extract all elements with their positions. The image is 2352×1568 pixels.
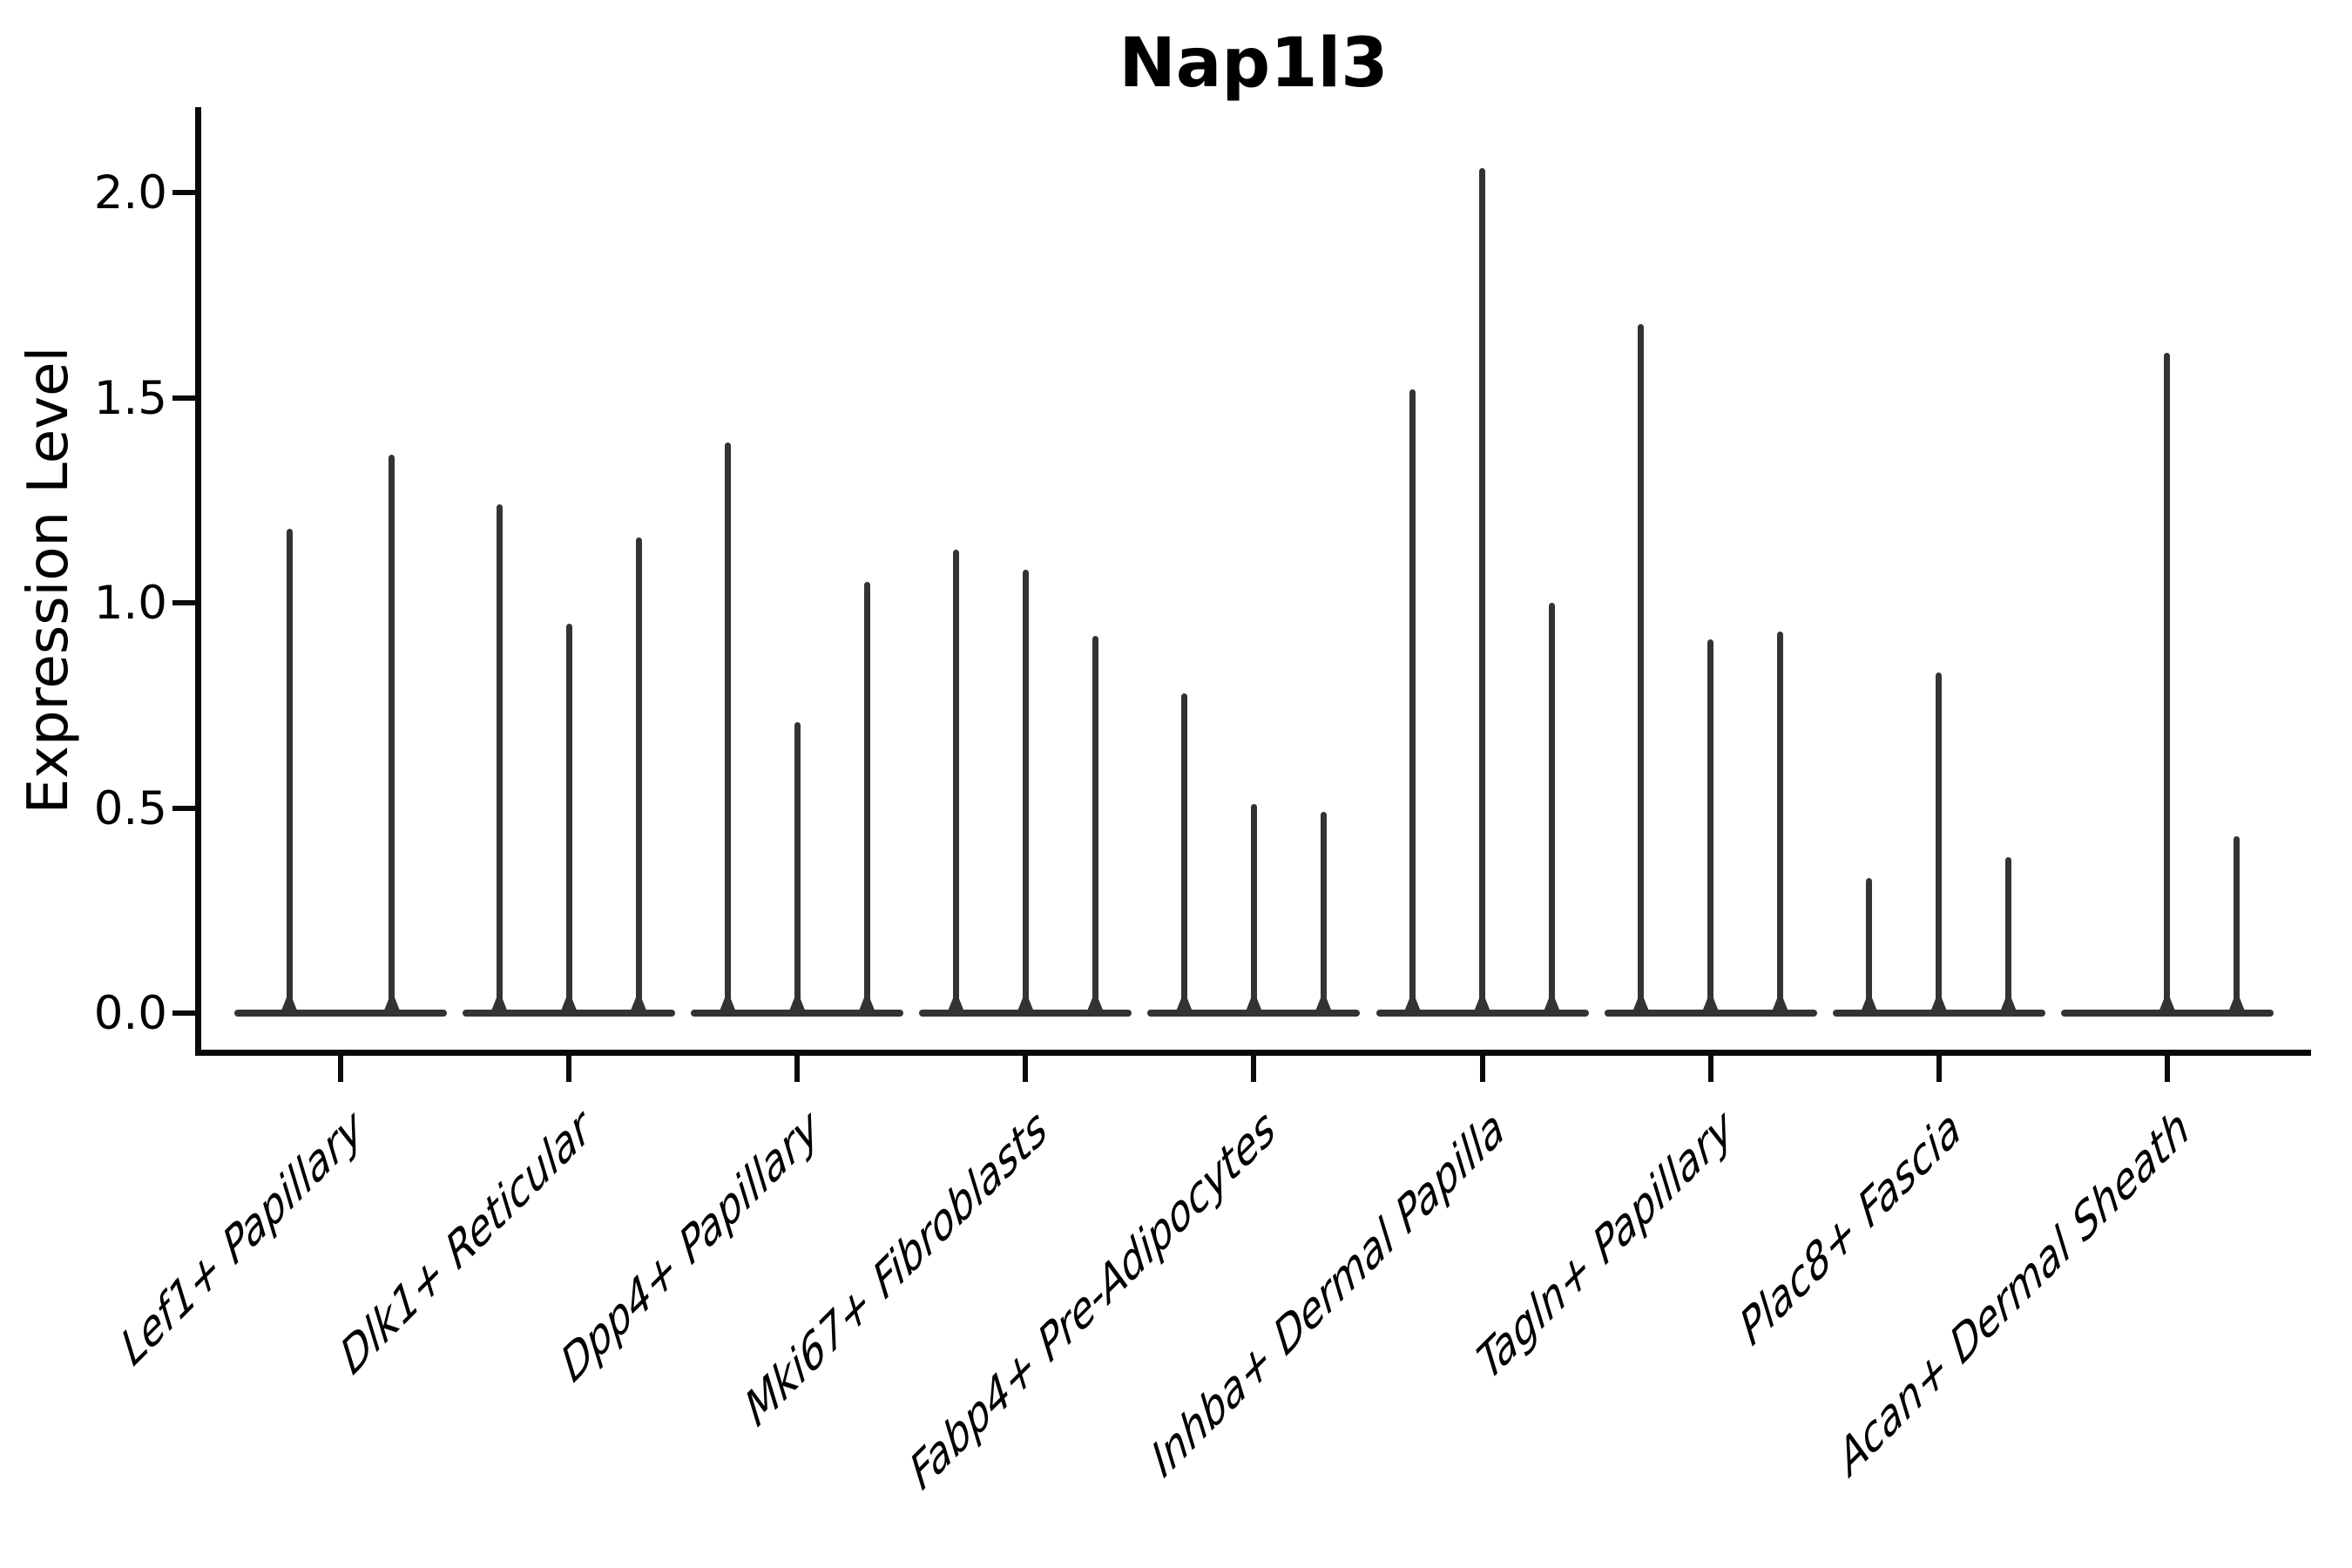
- violin-spike: [635, 537, 642, 1013]
- x-tick-label: Dlk1+ Reticular: [336, 1093, 595, 1390]
- violin-spike: [863, 582, 870, 1013]
- x-tick-mark: [1251, 1056, 1257, 1082]
- violin-spike: [1409, 389, 1416, 1013]
- x-tick-label: Fabp4+ Pre-Adipocytes: [906, 1093, 1281, 1505]
- y-tick-mark: [172, 1010, 197, 1016]
- x-tick-label: Lef1+ Papillary: [117, 1093, 367, 1382]
- violin-spike: [1092, 635, 1098, 1013]
- violin-spike: [1548, 603, 1555, 1013]
- x-tick-mark: [1023, 1056, 1029, 1082]
- violin-spike: [2005, 857, 2012, 1013]
- violin-spike: [2234, 836, 2240, 1013]
- y-tick-mark: [172, 600, 197, 605]
- violin-spike: [1638, 323, 1645, 1013]
- y-tick-label: 1.5: [93, 371, 167, 425]
- x-tick-label: Plac8+ Fascia: [1735, 1093, 1965, 1362]
- violin-spike: [565, 623, 572, 1013]
- violin-spike: [1022, 570, 1029, 1013]
- violin-baseline: [234, 1010, 447, 1017]
- x-tick-mark: [566, 1056, 572, 1082]
- violin-spike: [496, 504, 503, 1013]
- violin-spike: [724, 443, 731, 1013]
- violin-spike: [2164, 352, 2171, 1013]
- x-tick-mark: [1936, 1056, 1942, 1082]
- x-tick-mark: [1479, 1056, 1485, 1082]
- y-tick-mark: [172, 395, 197, 401]
- y-tick-label: 1.0: [93, 577, 167, 630]
- y-tick-label: 0.5: [93, 781, 167, 835]
- x-tick-mark: [1707, 1056, 1713, 1082]
- x-tick-mark: [794, 1056, 801, 1082]
- y-axis-spine: [195, 107, 201, 1056]
- x-tick-mark: [338, 1056, 343, 1082]
- violin-spike: [1320, 812, 1327, 1013]
- violin-spike: [794, 721, 801, 1013]
- violin-spike: [1777, 631, 1784, 1013]
- x-tick-label: Tagln+ Papillary: [1472, 1093, 1737, 1396]
- chart-title: Nap1l3: [1119, 24, 1389, 103]
- y-tick-label: 0.0: [93, 987, 167, 1040]
- y-tick-mark: [172, 190, 197, 195]
- x-axis-spine: [195, 1050, 2311, 1056]
- violin-spike: [1707, 639, 1714, 1013]
- y-tick-label: 2.0: [93, 166, 167, 220]
- violin-spike: [1479, 167, 1485, 1013]
- violin-spike: [286, 529, 293, 1013]
- violin-spike: [389, 455, 395, 1013]
- violin-spike: [952, 549, 959, 1013]
- y-tick-mark: [172, 805, 197, 811]
- violin-spike: [1936, 672, 1943, 1013]
- violin-spike: [1250, 803, 1257, 1013]
- violin-spike: [1866, 877, 1873, 1013]
- violin-spike: [1180, 693, 1187, 1013]
- x-tick-mark: [2164, 1056, 2170, 1082]
